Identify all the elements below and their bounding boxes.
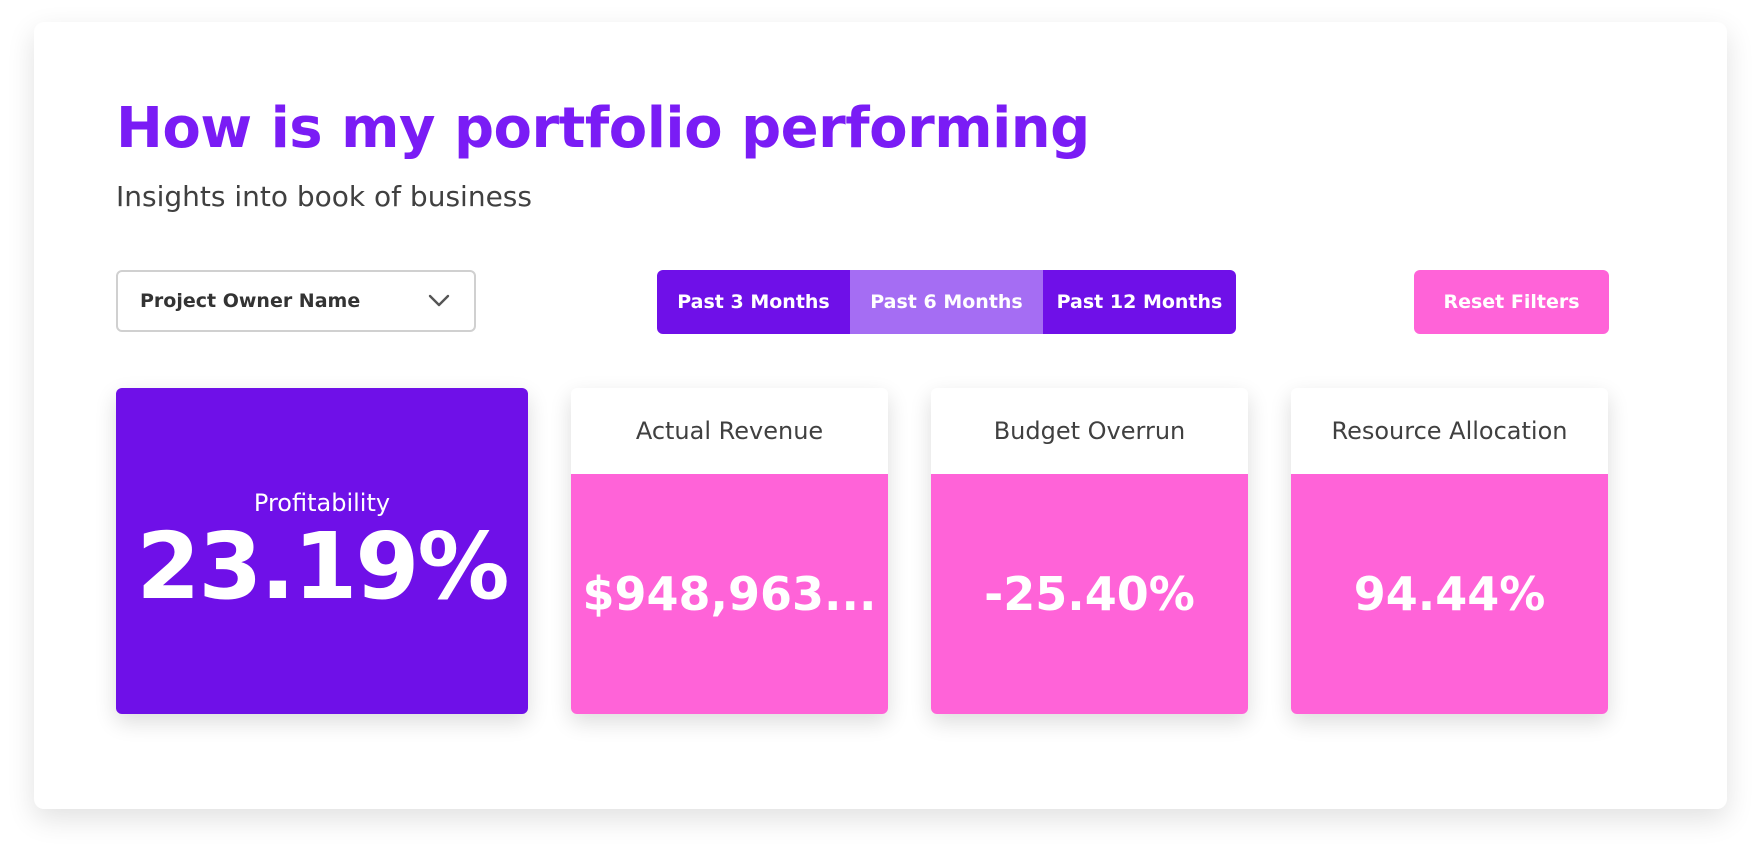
page-title: How is my portfolio performing: [116, 96, 1090, 161]
chevron-down-icon: [426, 288, 452, 314]
period-3-months-button[interactable]: Past 3 Months: [657, 270, 850, 334]
budget-overrun-label: Budget Overrun: [931, 388, 1248, 474]
reset-filters-button[interactable]: Reset Filters: [1414, 270, 1609, 334]
actual-revenue-card: Actual Revenue $948,963...: [571, 388, 888, 714]
actual-revenue-value: $948,963...: [571, 474, 888, 714]
budget-overrun-card: Budget Overrun -25.40%: [931, 388, 1248, 714]
actual-revenue-label: Actual Revenue: [571, 388, 888, 474]
page-subtitle: Insights into book of business: [116, 180, 532, 213]
profitability-card: Profitability 23.19%: [116, 388, 528, 714]
period-toggle-group: Past 3 Months Past 6 Months Past 12 Mont…: [657, 270, 1236, 334]
project-owner-label: Project Owner Name: [140, 290, 361, 312]
period-6-months-button[interactable]: Past 6 Months: [850, 270, 1043, 334]
resource-allocation-label: Resource Allocation: [1291, 388, 1608, 474]
profitability-label: Profitability: [253, 489, 391, 517]
budget-overrun-value: -25.40%: [931, 474, 1248, 714]
resource-allocation-value: 94.44%: [1291, 474, 1608, 714]
project-owner-dropdown[interactable]: Project Owner Name: [116, 270, 476, 332]
period-12-months-button[interactable]: Past 12 Months: [1043, 270, 1236, 334]
resource-allocation-card: Resource Allocation 94.44%: [1291, 388, 1608, 714]
profitability-value: 23.19%: [136, 513, 509, 620]
